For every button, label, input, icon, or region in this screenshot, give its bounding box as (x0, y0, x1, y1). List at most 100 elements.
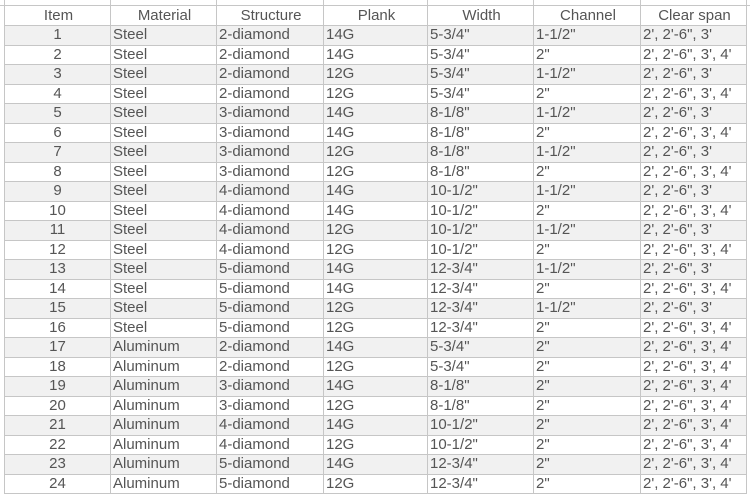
cell-channel[interactable]: 2" (533, 356, 641, 377)
cell-structure[interactable]: 3-diamond (216, 376, 324, 397)
cell-material[interactable]: Steel (110, 83, 217, 104)
cell-clear-span[interactable]: 2', 2'-6", 3', 4' (640, 376, 747, 397)
cell-structure[interactable]: 2-diamond (216, 337, 324, 358)
cell-item[interactable]: 11 (4, 220, 111, 241)
cell-plank[interactable]: 12G (323, 356, 428, 377)
cell-width[interactable]: 5-3/4" (427, 44, 534, 65)
cell-structure[interactable]: 3-diamond (216, 161, 324, 182)
header-plank[interactable]: Plank (323, 5, 428, 26)
cell-structure[interactable]: 3-diamond (216, 142, 324, 163)
cell-width[interactable]: 8-1/8" (427, 122, 534, 143)
cell-structure[interactable]: 2-diamond (216, 356, 324, 377)
cell-material[interactable]: Aluminum (110, 415, 217, 436)
cell-clear-span[interactable]: 2', 2'-6", 3', 4' (640, 239, 747, 260)
cell-width[interactable]: 5-3/4" (427, 337, 534, 358)
cell-material[interactable]: Steel (110, 161, 217, 182)
cell-plank[interactable]: 14G (323, 337, 428, 358)
cell-material[interactable]: Steel (110, 25, 217, 46)
cell-channel[interactable]: 2" (533, 83, 641, 104)
cell-plank[interactable]: 12G (323, 64, 428, 85)
cell-material[interactable]: Steel (110, 64, 217, 85)
cell-clear-span[interactable]: 2', 2'-6", 3', 4' (640, 337, 747, 358)
cell-item[interactable]: 2 (4, 44, 111, 65)
cell-plank[interactable]: 12G (323, 298, 428, 319)
cell-width[interactable]: 10-1/2" (427, 181, 534, 202)
cell-channel[interactable]: 2" (533, 200, 641, 221)
cell-width[interactable]: 10-1/2" (427, 220, 534, 241)
cell-width[interactable]: 12-3/4" (427, 259, 534, 280)
cell-item[interactable]: 10 (4, 200, 111, 221)
header-clear-span[interactable]: Clear span (640, 5, 747, 26)
cell-item[interactable]: 13 (4, 259, 111, 280)
cell-clear-span[interactable]: 2', 2'-6", 3' (640, 220, 747, 241)
cell-material[interactable]: Aluminum (110, 376, 217, 397)
cell-structure[interactable]: 2-diamond (216, 83, 324, 104)
cell-plank[interactable]: 12G (323, 317, 428, 338)
cell-structure[interactable]: 3-diamond (216, 103, 324, 124)
cell-channel[interactable]: 1-1/2" (533, 142, 641, 163)
cell-plank[interactable]: 14G (323, 122, 428, 143)
cell-plank[interactable]: 14G (323, 200, 428, 221)
cell-width[interactable]: 10-1/2" (427, 239, 534, 260)
cell-width[interactable]: 8-1/8" (427, 161, 534, 182)
cell-plank[interactable]: 14G (323, 259, 428, 280)
cell-structure[interactable]: 3-diamond (216, 395, 324, 416)
cell-material[interactable]: Aluminum (110, 337, 217, 358)
cell-channel[interactable]: 2" (533, 376, 641, 397)
cell-channel[interactable]: 1-1/2" (533, 298, 641, 319)
cell-item[interactable]: 20 (4, 395, 111, 416)
cell-material[interactable]: Steel (110, 181, 217, 202)
cell-clear-span[interactable]: 2', 2'-6", 3' (640, 103, 747, 124)
cell-plank[interactable]: 12G (323, 473, 428, 494)
cell-plank[interactable]: 14G (323, 415, 428, 436)
cell-channel[interactable]: 2" (533, 415, 641, 436)
cell-structure[interactable]: 5-diamond (216, 473, 324, 494)
cell-structure[interactable]: 4-diamond (216, 220, 324, 241)
cell-clear-span[interactable]: 2', 2'-6", 3', 4' (640, 473, 747, 494)
cell-item[interactable]: 12 (4, 239, 111, 260)
cell-material[interactable]: Steel (110, 317, 217, 338)
cell-clear-span[interactable]: 2', 2'-6", 3' (640, 181, 747, 202)
cell-item[interactable]: 23 (4, 454, 111, 475)
cell-channel[interactable]: 1-1/2" (533, 25, 641, 46)
cell-width[interactable]: 8-1/8" (427, 376, 534, 397)
cell-clear-span[interactable]: 2', 2'-6", 3', 4' (640, 83, 747, 104)
cell-clear-span[interactable]: 2', 2'-6", 3', 4' (640, 395, 747, 416)
cell-clear-span[interactable]: 2', 2'-6", 3' (640, 64, 747, 85)
cell-clear-span[interactable]: 2', 2'-6", 3', 4' (640, 44, 747, 65)
cell-item[interactable]: 4 (4, 83, 111, 104)
cell-clear-span[interactable]: 2', 2'-6", 3' (640, 142, 747, 163)
cell-material[interactable]: Steel (110, 103, 217, 124)
cell-material[interactable]: Steel (110, 142, 217, 163)
cell-plank[interactable]: 14G (323, 44, 428, 65)
cell-item[interactable]: 14 (4, 278, 111, 299)
cell-channel[interactable]: 1-1/2" (533, 259, 641, 280)
cell-width[interactable]: 5-3/4" (427, 64, 534, 85)
cell-channel[interactable]: 2" (533, 395, 641, 416)
cell-structure[interactable]: 5-diamond (216, 259, 324, 280)
cell-clear-span[interactable]: 2', 2'-6", 3', 4' (640, 434, 747, 455)
cell-material[interactable]: Aluminum (110, 454, 217, 475)
cell-plank[interactable]: 12G (323, 83, 428, 104)
cell-material[interactable]: Aluminum (110, 356, 217, 377)
cell-clear-span[interactable]: 2', 2'-6", 3' (640, 25, 747, 46)
cell-item[interactable]: 6 (4, 122, 111, 143)
cell-material[interactable]: Steel (110, 200, 217, 221)
cell-width[interactable]: 8-1/8" (427, 142, 534, 163)
header-channel[interactable]: Channel (533, 5, 641, 26)
cell-material[interactable]: Steel (110, 259, 217, 280)
cell-channel[interactable]: 1-1/2" (533, 181, 641, 202)
cell-channel[interactable]: 1-1/2" (533, 103, 641, 124)
cell-item[interactable]: 9 (4, 181, 111, 202)
cell-structure[interactable]: 4-diamond (216, 434, 324, 455)
cell-clear-span[interactable]: 2', 2'-6", 3', 4' (640, 317, 747, 338)
cell-item[interactable]: 8 (4, 161, 111, 182)
cell-channel[interactable]: 2" (533, 44, 641, 65)
cell-item[interactable]: 7 (4, 142, 111, 163)
cell-structure[interactable]: 2-diamond (216, 25, 324, 46)
cell-item[interactable]: 21 (4, 415, 111, 436)
cell-width[interactable]: 8-1/8" (427, 395, 534, 416)
cell-width[interactable]: 12-3/4" (427, 454, 534, 475)
cell-channel[interactable]: 2" (533, 473, 641, 494)
cell-structure[interactable]: 2-diamond (216, 44, 324, 65)
